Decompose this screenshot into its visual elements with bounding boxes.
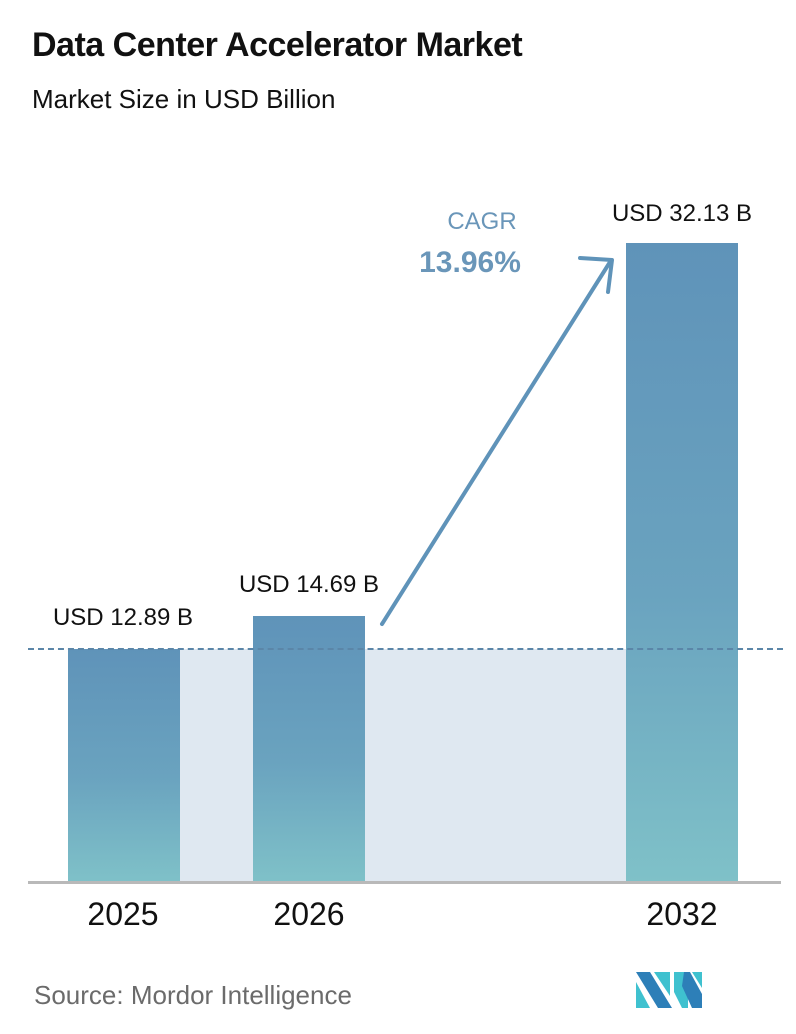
bar-value-label-2026: USD 14.69 B bbox=[238, 571, 380, 598]
x-tick-2026: 2026 bbox=[273, 896, 345, 932]
bar-2025 bbox=[68, 649, 180, 882]
bar-value-label-2032: USD 32.13 B bbox=[611, 200, 753, 227]
reference-dashed-line bbox=[28, 648, 783, 650]
chart-subtitle: Market Size in USD Billion bbox=[32, 84, 336, 114]
source-text: Source: Mordor Intelligence bbox=[34, 980, 352, 1010]
x-tick-2032: 2032 bbox=[646, 896, 718, 932]
chart-title: Data Center Accelerator Market bbox=[32, 26, 523, 64]
x-tick-2025: 2025 bbox=[87, 896, 159, 932]
x-axis-baseline bbox=[28, 881, 781, 884]
bar-2026 bbox=[253, 616, 365, 882]
cagr-value: 13.96% bbox=[419, 246, 521, 279]
cagr-label: CAGR bbox=[447, 208, 517, 235]
bar-value-label-2025: USD 12.89 B bbox=[52, 604, 194, 631]
mordor-intelligence-logo-icon bbox=[636, 972, 702, 1008]
bar-2032 bbox=[626, 243, 738, 882]
